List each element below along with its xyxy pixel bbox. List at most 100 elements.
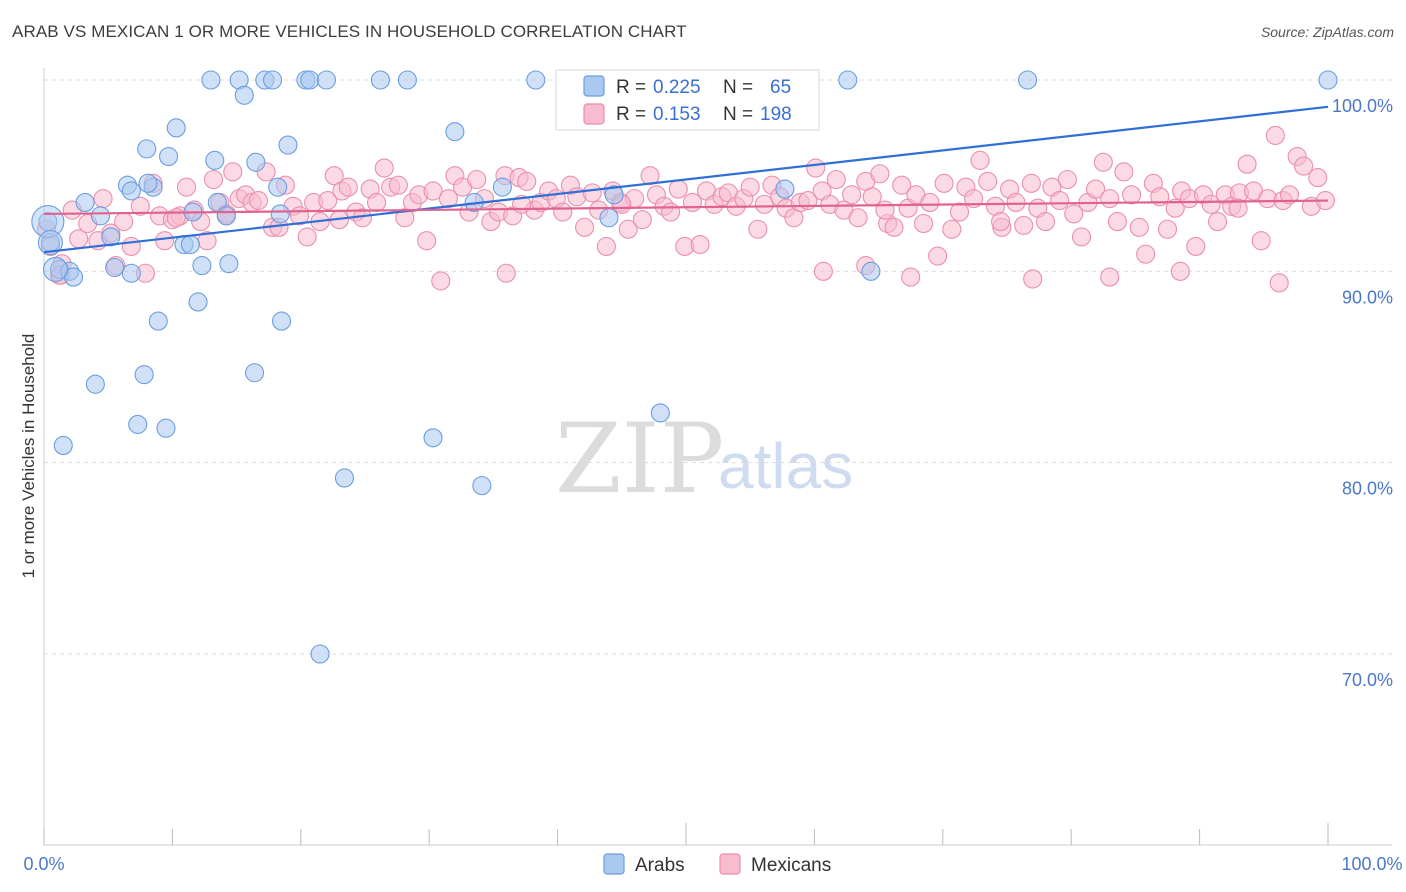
mexicans-point-172	[1265, 125, 1285, 146]
mexicans-point-174	[1279, 185, 1300, 205]
mexicans-point-187	[1228, 198, 1248, 218]
arabs-point-46	[423, 428, 443, 448]
mexicans-point-11	[121, 236, 141, 257]
mexicans-point-92	[690, 234, 710, 255]
mexicans-point-50	[388, 175, 408, 195]
mexicans-point-76	[575, 217, 595, 237]
x-tick-label-min: 0.0%	[23, 854, 64, 874]
legend-arabs-r-label: R =	[616, 77, 646, 98]
mexicans-point-192	[991, 212, 1011, 232]
bottom-legend-swatch-mexicans	[719, 853, 741, 875]
mexicans-point-40	[318, 190, 338, 211]
arabs-point-29	[219, 254, 239, 274]
arabs-point-20	[166, 118, 186, 138]
mexicans-point-153	[1129, 217, 1149, 237]
trend-line-mexicans	[43, 199, 1329, 216]
mexicans-point-77	[582, 183, 602, 203]
mexicans-point-68	[517, 171, 537, 191]
mexicans-point-143	[1057, 169, 1077, 190]
mexicans-point-41	[324, 166, 344, 186]
mexicans-point-99	[740, 177, 760, 197]
mexicans-point-61	[467, 169, 487, 190]
mexicans-point-55	[423, 181, 443, 201]
legend-arabs-n-label: N =	[723, 77, 753, 98]
mexicans-point-145	[1071, 227, 1092, 247]
y-tick-label-70: 70.0%	[1342, 670, 1393, 690]
legend-mexicans-r-value: 0.153	[653, 104, 701, 125]
mexicans-point-183	[1023, 269, 1043, 289]
arabs-point-62	[121, 263, 141, 283]
arabs-point-3	[53, 435, 73, 455]
arabs-point-18	[156, 418, 176, 438]
gridlines	[44, 79, 1392, 655]
arabs-point-61	[138, 173, 158, 193]
mexicans-point-19	[176, 177, 197, 197]
mexicans-point-188	[69, 229, 89, 249]
arabs-point-15	[137, 139, 157, 159]
x-tick-label-max: 100.0%	[1341, 854, 1402, 874]
arabs-point-59	[1017, 70, 1038, 90]
legend: R = 0.225 N = 65 R = 0.153 N = 198	[555, 69, 820, 131]
mexicans-point-57	[438, 189, 459, 209]
arabs-point-43	[334, 468, 355, 488]
mexicans-point-178	[1308, 168, 1328, 188]
mexicans-point-114	[848, 208, 868, 228]
mexicans-point-142	[1050, 190, 1070, 211]
mexicans-point-10	[114, 212, 134, 232]
arabs-cluster-point-2	[43, 256, 69, 282]
series-arabs-points	[31, 70, 1338, 664]
mexicans-point-186	[1269, 273, 1289, 293]
mexicans-point-164	[1208, 212, 1228, 232]
arabs-point-8	[90, 206, 111, 226]
mexicans-point-126	[934, 173, 954, 193]
arabs-point-51	[526, 70, 546, 90]
legend-swatch-arabs	[583, 75, 605, 97]
mexicans-point-56	[431, 271, 451, 291]
arabs-point-57	[838, 70, 858, 90]
arabs-point-33	[246, 152, 266, 172]
mexicans-point-73	[553, 202, 573, 222]
mexicans-point-116	[862, 187, 882, 207]
bottom-legend-label-mexicans: Mexicans	[751, 855, 831, 876]
arabs-point-31	[234, 85, 254, 105]
mexicans-point-26	[223, 162, 243, 182]
arabs-point-7	[85, 374, 105, 394]
mexicans-point-137	[1014, 215, 1034, 235]
mexicans-point-184	[1100, 267, 1120, 287]
mexicans-point-51	[395, 208, 415, 228]
mexicans-point-176	[1294, 156, 1314, 176]
arabs-point-36	[268, 177, 288, 197]
y-tick-label-100: 100.0%	[1332, 96, 1393, 116]
arabs-point-55	[650, 403, 670, 423]
bottom-legend-swatch-arabs	[603, 853, 625, 875]
arabs-point-32	[245, 363, 265, 383]
mexicans-point-124	[920, 192, 940, 213]
mexicans-point-168	[1237, 154, 1257, 174]
mexicans-point-111	[826, 169, 846, 190]
arabs-point-58	[861, 261, 881, 281]
mexicans-point-163	[1201, 194, 1221, 214]
arabs-point-9	[101, 227, 121, 247]
mexicans-point-37	[297, 227, 317, 247]
arabs-point-10	[105, 257, 125, 278]
mexicans-point-161	[1186, 236, 1206, 257]
arabs-point-6	[75, 192, 95, 213]
mexicans-point-100	[748, 219, 768, 239]
mexicans-point-132	[978, 171, 998, 191]
arabs-point-17	[148, 311, 168, 331]
mexicans-point-113	[842, 185, 862, 205]
mexicans-point-182	[813, 261, 833, 281]
arabs-point-26	[201, 70, 221, 90]
mexicans-point-48	[374, 158, 394, 178]
mexicans-point-47	[367, 192, 387, 213]
mexicans-point-16	[155, 231, 175, 251]
legend-mexicans-n-label: N =	[723, 104, 753, 125]
arabs-cluster-point-1	[37, 230, 63, 256]
mexicans-point-120	[892, 175, 912, 195]
mexicans-point-180	[496, 263, 516, 283]
arabs-point-38	[278, 135, 298, 155]
arabs-point-56	[775, 179, 795, 199]
mexicans-point-84	[632, 210, 652, 230]
arabs-point-35	[263, 70, 283, 90]
